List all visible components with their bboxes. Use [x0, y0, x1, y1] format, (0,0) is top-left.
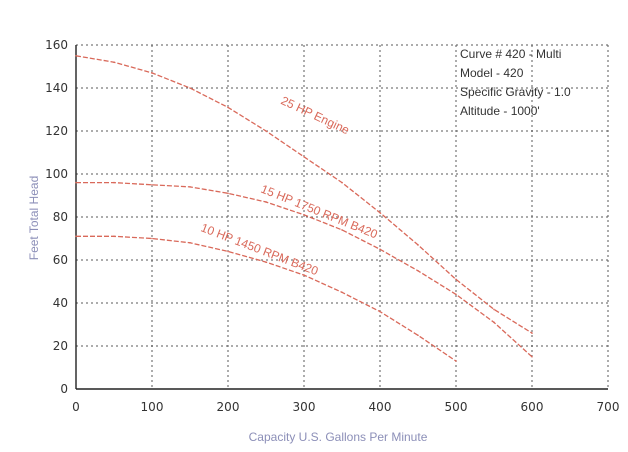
curve-info-line-1: Curve # 420 - Multi	[460, 47, 561, 61]
data-point	[113, 235, 115, 238]
data-point	[455, 360, 457, 362]
data-point	[265, 261, 267, 263]
y-tick-label: 20	[53, 339, 68, 353]
data-point	[341, 229, 343, 231]
data-point	[531, 355, 533, 358]
data-point	[455, 278, 457, 281]
data-point	[75, 181, 77, 184]
y-tick-label: 120	[45, 124, 68, 138]
curve-info-line-2: Model - 420	[460, 66, 524, 80]
x-tick-label: 600	[521, 400, 544, 414]
data-point	[455, 293, 457, 296]
x-tick-label: 100	[141, 400, 164, 414]
y-tick-label: 100	[45, 167, 68, 181]
data-point	[379, 310, 381, 313]
data-point	[151, 237, 153, 240]
data-point	[531, 332, 533, 334]
data-point	[151, 183, 153, 186]
y-tick-label: 60	[53, 253, 68, 267]
data-point	[113, 61, 115, 63]
curve-info-box: Curve # 420 - Multi Model - 420 Specific…	[460, 47, 571, 118]
x-tick-label: 0	[72, 400, 80, 414]
y-axis-ticks: 0 20 40 60 80 100 120 140 160	[45, 38, 68, 396]
x-tick-label: 400	[369, 400, 392, 414]
x-tick-label: 300	[293, 400, 316, 414]
data-point	[493, 308, 495, 311]
data-point	[227, 106, 229, 109]
data-point	[303, 214, 305, 216]
data-point	[151, 72, 153, 74]
series-label: 15 HP 1750 RPM B420	[259, 182, 380, 242]
y-axis-label: Feet Total Head	[27, 176, 41, 261]
data-point	[189, 242, 191, 244]
data-point	[417, 334, 419, 337]
data-point	[227, 250, 229, 253]
y-tick-label: 0	[60, 382, 68, 396]
x-tick-label: 200	[217, 400, 240, 414]
curve-info-line-4: Altitude - 1000'	[460, 104, 540, 118]
series-label: 25 HP Engine	[279, 93, 352, 137]
y-tick-label: 140	[45, 81, 68, 95]
y-tick-label: 40	[53, 296, 68, 310]
data-point	[113, 181, 115, 184]
x-tick-label: 700	[597, 400, 620, 414]
data-point	[379, 248, 381, 251]
y-tick-label: 160	[45, 38, 68, 52]
data-point	[189, 186, 191, 188]
grid	[75, 44, 609, 390]
data-point	[341, 291, 343, 294]
data-point	[265, 130, 267, 132]
data-point	[417, 269, 419, 272]
data-point	[379, 211, 381, 214]
x-axis-label: Capacity U.S. Gallons Per Minute	[249, 430, 428, 444]
data-point	[303, 156, 305, 158]
data-point	[75, 235, 77, 238]
x-axis-ticks: 0 100 200 300 400 500 600 700	[72, 400, 619, 414]
curve-info-line-3: Specific Gravity - 1.0	[460, 85, 571, 99]
data-point	[493, 321, 495, 324]
data-point	[189, 87, 191, 89]
data-point	[303, 274, 305, 276]
series-curves	[75, 54, 533, 362]
y-tick-label: 80	[53, 210, 68, 224]
data-point	[417, 244, 419, 246]
data-point	[75, 54, 77, 57]
data-point	[227, 192, 229, 195]
data-point	[265, 201, 267, 203]
data-point	[341, 181, 343, 184]
x-tick-label: 500	[445, 400, 468, 414]
